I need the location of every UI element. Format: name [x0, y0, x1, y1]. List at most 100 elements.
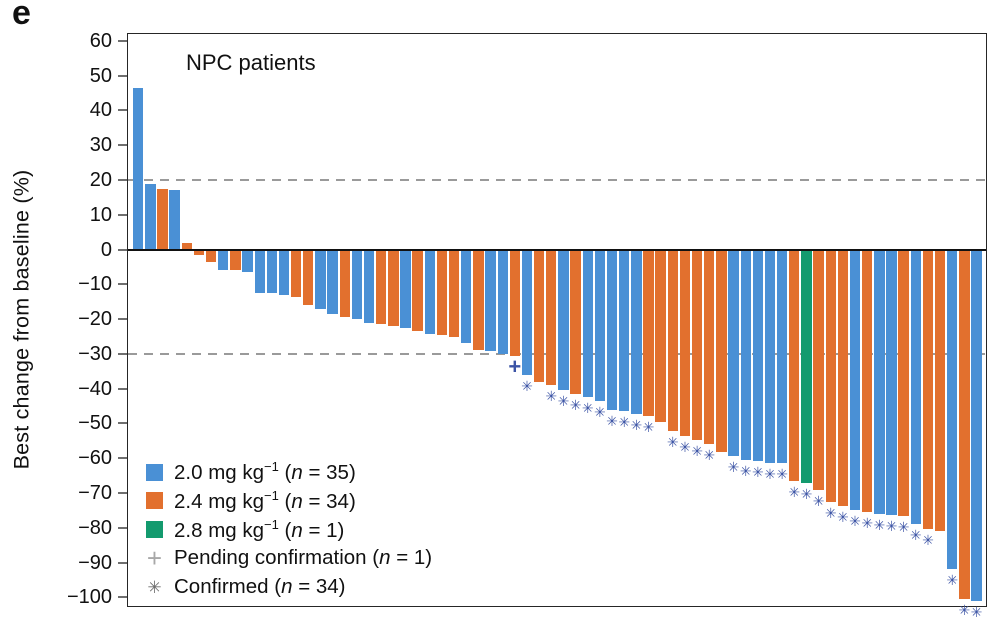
legend-item: 2.0 mg kg−1 (n = 35) — [146, 459, 356, 484]
bar — [898, 249, 909, 516]
y-tick-label: −60 — [78, 447, 112, 470]
bar — [655, 249, 666, 423]
y-tick-mark — [118, 491, 127, 494]
y-tick-label: 60 — [89, 29, 112, 52]
bar — [704, 249, 715, 445]
bar — [619, 249, 630, 412]
y-tick-label: 0 — [100, 238, 112, 261]
bar — [546, 249, 557, 386]
bar — [971, 249, 982, 601]
y-tick-label: 10 — [89, 203, 112, 226]
bar — [837, 249, 849, 506]
confirmed-marker-icon: ✳ — [581, 400, 594, 417]
bar — [448, 249, 460, 338]
bar — [230, 249, 241, 271]
bar — [947, 249, 958, 570]
confirmed-marker-icon: ✳ — [800, 485, 813, 502]
y-tick-mark — [118, 109, 127, 112]
bar — [643, 249, 654, 417]
y-tick-mark — [118, 74, 127, 77]
y-tick-mark — [118, 422, 127, 425]
y-tick-label: −50 — [78, 412, 112, 435]
bar — [193, 249, 205, 255]
confirmed-marker-icon: ✳ — [727, 459, 740, 476]
bar — [825, 249, 836, 502]
y-tick-label: 50 — [89, 64, 112, 87]
bar — [181, 242, 192, 250]
legend-item: + Pending confirmation (n = 1) — [146, 542, 433, 573]
confirmed-marker-icon: ✳ — [885, 517, 898, 534]
confirmed-marker-icon: ✳ — [764, 465, 776, 482]
legend-label: 2.4 mg kg−1 (n = 34) — [174, 487, 356, 513]
legend-label: Confirmed (n = 34) — [174, 575, 346, 599]
bar — [278, 249, 290, 295]
bar — [801, 249, 812, 483]
y-tick-label: 20 — [89, 169, 112, 192]
legend-label: Pending confirmation (n = 1) — [174, 546, 433, 570]
y-axis-label: Best change from baseline (%) — [9, 169, 34, 469]
confirmed-marker-icon: ✳ — [666, 434, 679, 451]
legend-label: 2.0 mg kg−1 (n = 35) — [174, 459, 356, 484]
bar — [862, 249, 873, 513]
confirmed-marker-icon: ✳ — [703, 447, 716, 464]
confirmed-marker-icon: ✳ — [788, 483, 801, 500]
legend-swatch — [146, 492, 163, 510]
confirmed-marker-icon: ✳ — [897, 518, 910, 535]
bar — [922, 249, 934, 530]
legend-swatch — [146, 521, 163, 539]
confirmed-marker-icon: ✳ — [824, 504, 837, 521]
bar — [740, 249, 751, 460]
bar — [388, 249, 399, 327]
y-tick-mark — [118, 144, 127, 147]
bar — [776, 249, 788, 464]
bar — [667, 249, 678, 432]
confirmed-marker-icon: ✳ — [909, 527, 922, 544]
bar — [558, 249, 569, 391]
confirmed-marker-icon: ✳ — [849, 513, 861, 530]
confirmed-marker-icon: ✳ — [861, 515, 874, 532]
bar — [290, 249, 302, 297]
dashed-reference-line — [128, 352, 986, 355]
y-tick-mark — [118, 179, 127, 182]
pending-marker-icon: + — [508, 353, 522, 379]
legend-item: ✳ Confirmed (n = 34) — [146, 575, 346, 599]
y-tick-label: −100 — [66, 586, 112, 609]
y-tick-mark — [118, 318, 127, 321]
y-tick-label: −20 — [78, 308, 112, 331]
bar — [679, 249, 691, 436]
bar — [266, 249, 278, 294]
confirmed-marker-icon: ✳ — [812, 492, 825, 509]
bar — [327, 249, 338, 314]
bar — [691, 249, 703, 440]
bar — [716, 249, 727, 452]
bar — [303, 249, 314, 306]
confirmed-marker-icon: ✳ — [618, 414, 631, 431]
dashed-reference-line — [128, 179, 986, 182]
y-tick-mark — [118, 213, 127, 216]
panel-label: e — [12, 0, 31, 32]
confirmed-marker-icon: ✳ — [776, 466, 788, 483]
bar — [497, 249, 508, 354]
confirmed-marker-icon: ✳ — [557, 393, 570, 410]
confirmed-marker-icon: ✳ — [873, 516, 886, 533]
bar — [157, 188, 168, 250]
bar — [631, 249, 642, 415]
bar — [813, 249, 824, 490]
y-tick-mark — [118, 283, 127, 286]
bar — [400, 249, 411, 328]
confirmed-marker-icon: ✳ — [569, 396, 582, 413]
plus-marker-icon: + — [146, 542, 163, 573]
y-tick-mark — [118, 457, 127, 460]
legend-swatch — [146, 463, 163, 481]
bar — [521, 249, 533, 375]
chart-title: NPC patients — [186, 50, 316, 75]
bar — [424, 249, 435, 335]
plot-area: NPC patients 60 50 40 30 20 10 0 −10 −20 −30 −40 −5… — [67, 31, 987, 617]
y-tick-mark — [118, 248, 127, 251]
legend-item: 2.4 mg kg−1 (n = 34) — [146, 487, 356, 513]
y-tick-mark — [118, 352, 127, 355]
confirmed-marker-icon: ✳ — [946, 572, 959, 589]
bar — [205, 249, 217, 262]
confirmed-marker-icon: ✳ — [739, 462, 752, 479]
